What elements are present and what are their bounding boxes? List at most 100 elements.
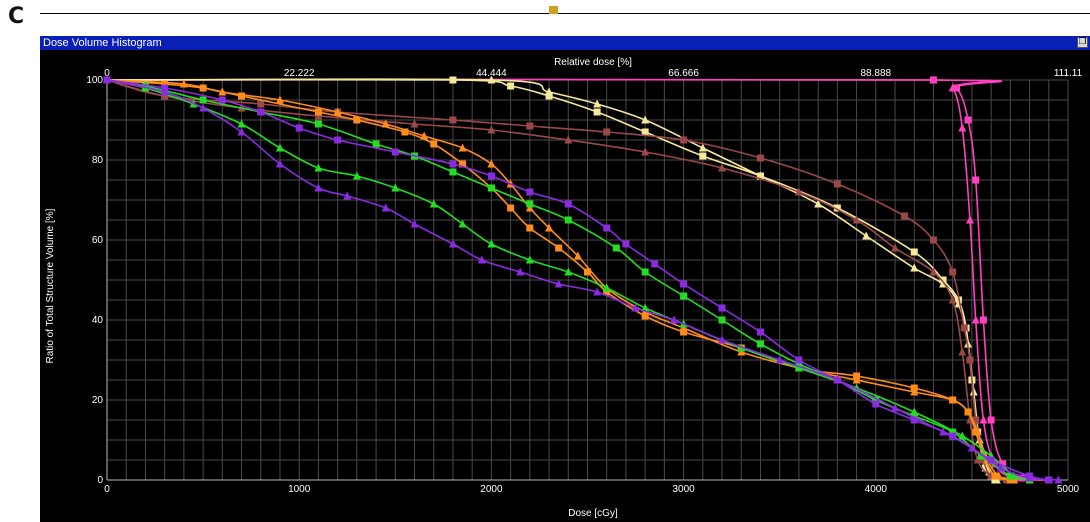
data-point-square	[641, 268, 649, 276]
data-point-triangle	[631, 303, 640, 312]
data-point-square	[487, 172, 495, 180]
y-tick-label: 80	[92, 155, 104, 166]
top-axis-label: Relative dose [%]	[554, 57, 632, 68]
data-point-triangle	[381, 203, 390, 212]
data-point-square	[314, 108, 322, 116]
data-point-triangle	[554, 279, 563, 288]
data-point-square	[680, 280, 688, 288]
data-point-triangle	[525, 255, 534, 264]
data-point-square	[901, 212, 909, 220]
data-point-square	[584, 268, 591, 276]
top-divider	[40, 13, 1090, 14]
data-point-square	[564, 216, 572, 224]
data-point-triangle	[458, 143, 467, 152]
data-point-square	[718, 304, 726, 312]
data-point-triangle	[275, 95, 284, 104]
top-color-mark	[549, 6, 558, 14]
data-point-square	[218, 96, 226, 104]
data-point-triangle	[891, 403, 900, 412]
data-point-triangle	[237, 127, 246, 136]
data-point-triangle	[718, 335, 727, 344]
data-point-triangle	[910, 407, 919, 416]
data-point-square	[910, 416, 918, 424]
data-point-square	[603, 128, 611, 136]
data-point-square	[972, 176, 980, 184]
data-point-square	[953, 84, 961, 92]
data-point-square	[699, 152, 707, 160]
data-point-square	[991, 472, 999, 480]
data-point-square	[449, 116, 457, 124]
data-point-square	[979, 316, 987, 324]
data-point-square	[718, 316, 726, 324]
data-point-square	[641, 312, 649, 320]
x2-tick-label: 22.222	[284, 68, 315, 79]
data-point-triangle	[979, 415, 988, 424]
data-point-triangle	[994, 471, 1003, 480]
data-point-triangle	[1025, 473, 1034, 482]
data-point-triangle	[641, 303, 650, 312]
data-point-triangle	[103, 75, 111, 84]
data-point-square	[949, 432, 957, 440]
x-tick-label: 1000	[288, 484, 311, 495]
data-point-square	[833, 204, 841, 212]
x-axis-label: Dose [cGy]	[568, 508, 618, 519]
data-point-square	[972, 416, 980, 424]
data-point-triangle	[593, 99, 602, 108]
x-tick-label: 2000	[480, 484, 503, 495]
data-point-triangle	[429, 199, 438, 208]
data-point-triangle	[602, 283, 611, 292]
data-point-square	[603, 224, 611, 232]
data-point-triangle	[698, 143, 707, 152]
y-tick-label: 20	[92, 395, 104, 406]
data-point-square	[314, 120, 322, 128]
data-point-triangle	[775, 355, 784, 364]
data-point-square	[1006, 472, 1014, 480]
x-tick-label: 0	[104, 484, 110, 495]
data-point-triangle	[545, 87, 554, 96]
data-point-triangle	[965, 215, 974, 224]
data-point-triangle	[971, 315, 980, 324]
data-point-square	[872, 400, 880, 408]
data-point-triangle	[420, 131, 429, 140]
data-point-triangle	[179, 79, 188, 88]
data-point-triangle	[314, 183, 323, 192]
data-point-square	[430, 140, 438, 148]
x-tick-label: 5000	[1057, 484, 1080, 495]
data-point-square	[622, 240, 630, 248]
data-point-triangle	[996, 463, 1005, 472]
data-point-square	[910, 248, 918, 256]
data-point-triangle	[458, 219, 467, 228]
data-point-triangle	[487, 75, 496, 84]
data-point-triangle	[948, 83, 957, 92]
data-point-triangle	[891, 243, 900, 252]
x2-tick-label: 44.444	[476, 68, 507, 79]
data-point-square	[966, 356, 974, 364]
data-point-square	[257, 100, 265, 108]
data-point-triangle	[487, 159, 496, 168]
window-titlebar[interactable]: Dose Volume Histogram ❐	[40, 36, 1090, 50]
data-point-square	[507, 82, 515, 90]
data-point-triangle	[929, 267, 938, 276]
data-point-square	[564, 200, 572, 208]
data-point-triangle	[973, 427, 982, 436]
data-point-square	[161, 80, 169, 88]
data-point-triangle	[516, 267, 525, 276]
data-point-triangle	[448, 239, 457, 248]
data-point-square	[526, 188, 534, 196]
data-point-triangle	[487, 125, 496, 134]
restore-window-icon[interactable]: ❐	[1077, 37, 1088, 48]
data-point-square	[1018, 474, 1026, 482]
data-point-triangle	[958, 123, 967, 132]
data-point-square	[680, 136, 688, 144]
data-point-triangle	[160, 87, 169, 96]
panel-label: C	[8, 4, 25, 29]
data-point-triangle	[862, 231, 871, 240]
data-point-square	[960, 324, 968, 332]
data-point-triangle	[314, 163, 323, 172]
data-point-triangle	[381, 119, 390, 128]
x2-tick-label: 0	[104, 68, 110, 79]
data-point-triangle	[410, 119, 419, 128]
x2-tick-label: 88.888	[861, 68, 892, 79]
